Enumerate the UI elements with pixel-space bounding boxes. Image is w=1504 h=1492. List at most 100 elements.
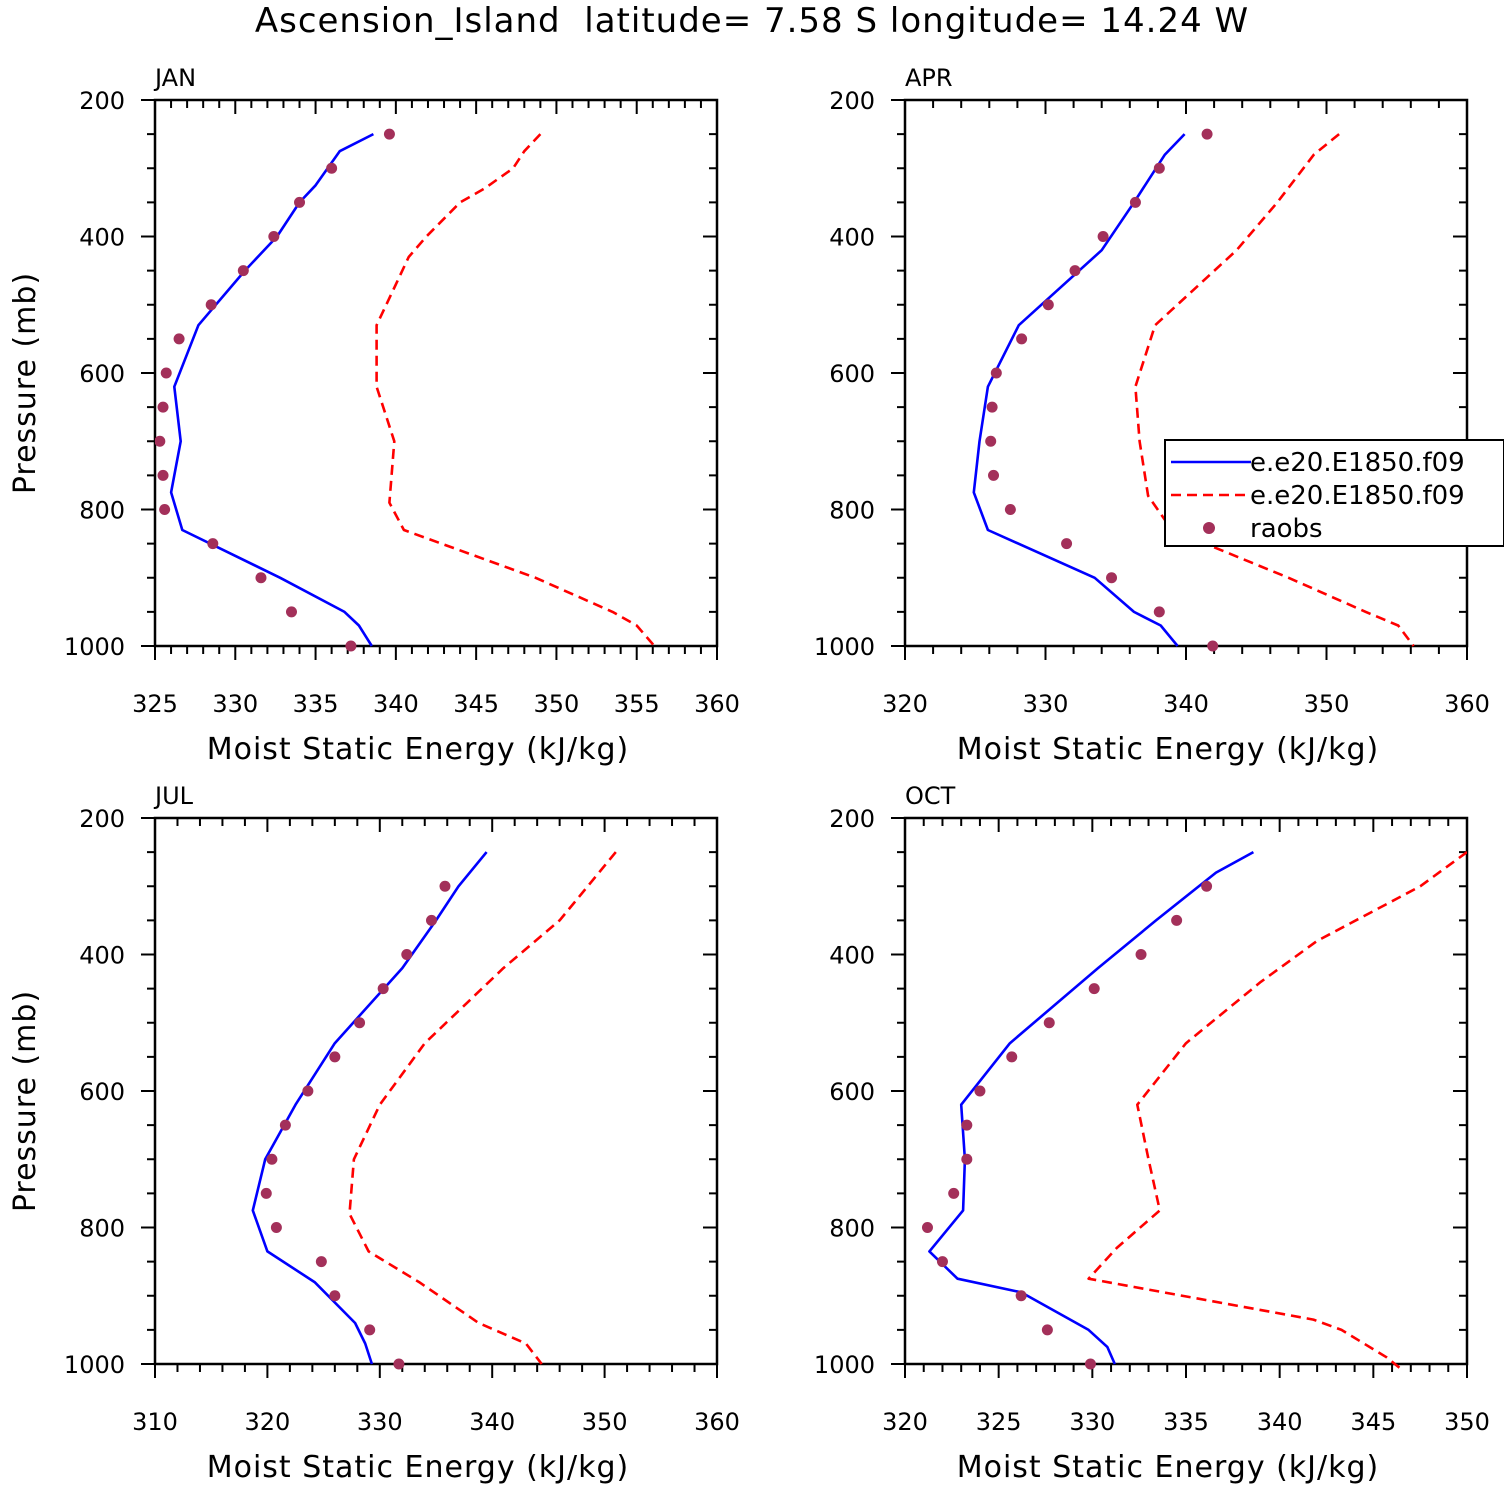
raobs-point [268,231,280,242]
raobs-point [936,1256,948,1268]
y-tick-label: 200 [79,87,125,115]
legend-box [1164,439,1504,547]
x-tick-label: 340 [1163,690,1209,718]
legend-label: e.e20.E1850.f09 [1250,481,1465,511]
raobs-point [266,1153,278,1165]
y-tick-label: 200 [79,805,125,833]
y-tick-label: 200 [829,87,875,115]
series-line-solid [972,133,1186,647]
raobs-point [1042,299,1054,311]
x-tick-label: 325 [976,1408,1022,1436]
figure-title: Ascension_Island latitude= 7.58 S longit… [255,1,1249,41]
series-line-dashed [1134,133,1415,647]
raobs-point [157,401,169,413]
x-tick-label: 310 [132,1408,178,1436]
x-axis-title: Moist Static Energy (kJ/kg) [207,732,630,767]
panel-jan: JAN 325 330 335 340 345 350 355 360 200 400 600 800 1… [8,64,740,767]
raobs-point [1016,333,1028,345]
raobs-point [1088,983,1100,995]
series-line-solid [251,851,488,1365]
raobs-point [1084,1358,1096,1370]
raobs-point [1004,504,1016,515]
panel-label: OCT [905,782,956,810]
plot-frame [903,98,1469,648]
panel-label: APR [905,64,953,92]
y-tick-label: 200 [829,805,875,833]
raobs-point [285,606,297,618]
raobs-point [1015,1290,1027,1302]
plot-frame [153,98,719,648]
raobs-point [439,880,451,892]
raobs-point [1171,914,1183,926]
raobs-point [364,1324,376,1336]
raobs-point [988,469,1000,481]
raobs-point [383,128,395,140]
y-tick-label: 600 [79,1078,125,1106]
raobs-point [1201,128,1213,140]
x-tick-label: 320 [882,1408,928,1436]
series-line-dashed [375,133,656,647]
raobs-point [986,401,998,413]
raobs-point [270,1222,282,1233]
raobs-point [1207,640,1219,652]
y-tick-label: 400 [829,224,875,252]
raobs-point [345,640,357,652]
raobs-point [961,1153,973,1165]
panels: JAN 325 330 335 340 345 350 355 360 200 400 600 800 1… [8,64,1490,1485]
panel-apr: APR 320 330 340 350 360 200 400 600 800 1000 Moist … [814,64,1490,767]
x-tick-label: 335 [1163,1408,1209,1436]
x-tick-label: 320 [882,690,928,718]
raobs-point [155,435,166,447]
x-tick-label: 330 [1023,690,1069,718]
x-axis-title: Moist Static Energy (kJ/kg) [957,732,1380,767]
plot-area [972,128,1415,652]
y-tick-label: 400 [79,942,125,970]
y-tick-label: 800 [79,497,125,525]
y-axis-title: Pressure (mb) [8,272,43,494]
raobs-point [315,1256,327,1268]
x-tick-label: 330 [357,1408,403,1436]
raobs-point [1069,265,1081,277]
raobs-point [1153,162,1165,174]
raobs-point [1106,572,1118,584]
y-axis-title: Pressure (mb) [8,990,43,1212]
raobs-point [326,162,338,174]
raobs-point [393,1358,405,1370]
x-tick-label: 360 [694,1408,740,1436]
x-tick-label: 350 [1444,1408,1490,1436]
panel-label: JUL [153,782,194,810]
raobs-point [255,572,267,584]
x-tick-label: 350 [534,690,580,718]
raobs-point [985,435,997,447]
raobs-point [1097,231,1109,242]
series-line-solid [169,132,374,647]
y-tick-label: 600 [79,360,125,388]
raobs-point [1201,880,1213,892]
raobs-point [921,1222,933,1233]
raobs-point [948,1187,960,1199]
y-tick-label: 1000 [64,633,125,661]
x-axis-title: Moist Static Energy (kJ/kg) [207,1450,630,1485]
panel-jul: JUL 310 320 330 340 350 360 200 400 600 800 1000 Moi… [8,782,740,1485]
x-tick-label: 345 [453,690,499,718]
raobs-point [159,504,171,515]
raobs-point [237,265,249,277]
series-line-solid [928,850,1255,1365]
raobs-point [426,914,438,926]
x-tick-label: 325 [132,690,178,718]
raobs-point [1153,606,1165,618]
plot-area [155,128,656,652]
raobs-point [260,1187,272,1199]
y-tick-label: 600 [829,360,875,388]
panel-oct: OCT 320 325 330 335 340 345 350 200 400 600 800 1000… [814,782,1490,1485]
x-tick-label: 350 [1304,690,1350,718]
x-tick-label: 340 [373,690,419,718]
plot-area [921,850,1467,1372]
raobs-point [329,1290,341,1302]
legend-label: raobs [1250,514,1323,544]
raobs-point [302,1085,314,1097]
y-tick-label: 1000 [814,633,875,661]
raobs-point [329,1051,341,1063]
y-tick-label: 600 [829,1078,875,1106]
